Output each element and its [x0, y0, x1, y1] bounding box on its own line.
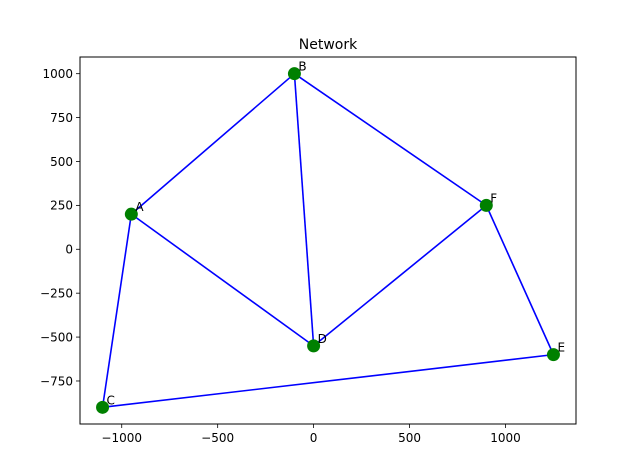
nodes-group — [96, 67, 560, 414]
y-tick-label: 0 — [65, 243, 73, 257]
node-D — [307, 339, 321, 353]
edge-A-D — [130, 213, 315, 347]
node-labels-group: A B C D E F — [107, 60, 566, 408]
node-A — [124, 207, 138, 221]
y-tick-label: 250 — [50, 199, 73, 213]
x-tick-label: 0 — [310, 431, 318, 445]
edge-B-F — [293, 73, 487, 207]
node-F — [479, 198, 493, 212]
chart-title: Network — [299, 37, 358, 53]
x-tick-label: 500 — [398, 431, 421, 445]
node-label-B: B — [298, 60, 306, 74]
x-tick-label: 1000 — [490, 431, 521, 445]
edge-A-B — [130, 73, 295, 215]
node-label-F: F — [490, 191, 497, 205]
edge-C-E — [102, 353, 554, 409]
node-label-A: A — [135, 200, 144, 214]
y-tick-label: −750 — [40, 374, 73, 388]
node-label-E: E — [557, 341, 565, 355]
node-label-C: C — [107, 393, 115, 407]
edge-E-F — [485, 205, 555, 355]
x-axis: −1000 −500 0 500 1000 — [101, 424, 521, 445]
x-tick-label: −1000 — [101, 431, 142, 445]
y-tick-label: 500 — [50, 155, 73, 169]
node-E — [546, 348, 560, 362]
y-tick-label: 750 — [50, 111, 73, 125]
node-B — [287, 67, 301, 81]
edge-A-C — [101, 214, 133, 408]
node-label-D: D — [318, 332, 327, 346]
edges-group — [101, 73, 555, 409]
y-tick-label: −250 — [40, 286, 73, 300]
x-tick-label: −500 — [201, 431, 234, 445]
edge-D-F — [313, 204, 487, 347]
y-tick-label: −500 — [40, 330, 73, 344]
node-C — [96, 400, 110, 414]
y-axis: −750 −500 −250 0 250 500 750 1000 — [40, 67, 80, 388]
y-tick-label: 1000 — [42, 67, 73, 81]
plot-frame — [79, 56, 577, 425]
edge-B-D — [293, 73, 315, 346]
